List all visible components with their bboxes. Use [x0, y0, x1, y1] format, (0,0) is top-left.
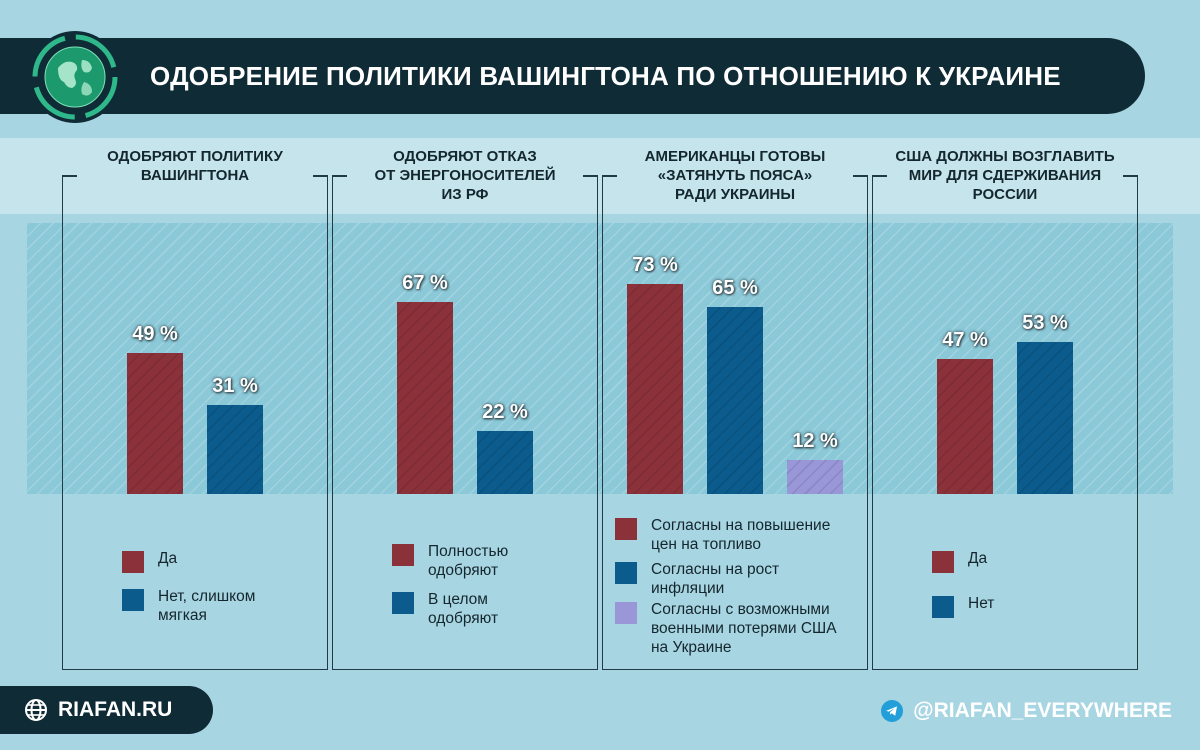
legend-label: Нет [968, 595, 995, 612]
bar-value-label: 47 % [942, 329, 988, 352]
chart-title: США ДОЛЖНЫ ВОЗГЛАВИТЬ МИР ДЛЯ СДЕРЖИВАНИ… [895, 148, 1115, 203]
panel-frame-tick [603, 175, 617, 177]
chart-panel [872, 175, 1138, 670]
legend-swatch [615, 562, 637, 584]
telegram-icon [881, 700, 904, 722]
legend-label: Согласны на повышение цен на топливо [651, 517, 831, 553]
telegram-badge[interactable]: @RIAFAN_EVERYWHERE [881, 696, 1172, 726]
bar [127, 353, 183, 494]
bar-value-label: 31 % [212, 375, 258, 398]
legend-item: Согласны с возможными военными потерями … [615, 600, 837, 657]
globe-icon [29, 31, 121, 123]
legend-swatch [392, 544, 414, 566]
titles-band [0, 138, 1200, 214]
chart-panel [62, 175, 328, 670]
chart-title: АМЕРИКАНЦЫ ГОТОВЫ «ЗАТЯНУТЬ ПОЯСА» РАДИ … [644, 148, 826, 203]
telegram-link[interactable]: @RIAFAN_EVERYWHERE [913, 699, 1172, 722]
bar-value-label: 53 % [1022, 311, 1068, 334]
chart-panel [332, 175, 598, 670]
legend-label: Да [158, 550, 178, 567]
web-globe-icon [25, 699, 47, 721]
legend-swatch [615, 602, 637, 624]
bar [397, 301, 453, 494]
bar-value-label: 12 % [792, 429, 838, 452]
legend-item: Согласны на рост инфляции [615, 560, 779, 598]
legend-swatch [615, 518, 637, 540]
site-link[interactable]: RIAFAN.RU [58, 698, 173, 721]
bar [937, 359, 993, 494]
panel-frame-tick [873, 175, 887, 177]
chart-panel [602, 175, 868, 670]
panel-frame-tick [1123, 175, 1137, 177]
bar [707, 307, 763, 494]
header-bar: ОДОБРЕНИЕ ПОЛИТИКИ ВАШИНГТОНА ПО ОТНОШЕН… [0, 38, 1145, 114]
legend-item: Да [122, 549, 177, 573]
legend-swatch [392, 592, 414, 614]
bar-value-label: 67 % [402, 271, 448, 294]
legend-swatch [122, 551, 144, 573]
legend-item: Да [932, 549, 987, 573]
legend-item: Согласны на повышение цен на топливо [615, 516, 830, 554]
chart-title: ОДОБРЯЮТ ПОЛИТИКУ ВАШИНГТОНА [107, 148, 283, 184]
panel-frame-tick [63, 175, 77, 177]
bar-value-label: 49 % [132, 323, 178, 346]
site-badge[interactable]: RIAFAN.RU [0, 686, 213, 734]
legend-label: В целом одобряют [428, 591, 499, 627]
page-title: ОДОБРЕНИЕ ПОЛИТИКИ ВАШИНГТОНА ПО ОТНОШЕН… [150, 61, 1061, 91]
panel-frame-tick [313, 175, 327, 177]
bar [627, 284, 683, 494]
bar [1017, 341, 1073, 494]
bar-value-label: 73 % [632, 254, 678, 277]
legend-label: Согласны с возможными военными потерями … [651, 601, 837, 656]
legend-label: Нет, слишком мягкая [158, 588, 256, 624]
panel-frame-tick [583, 175, 597, 177]
legend-item: Нет, слишком мягкая [122, 587, 255, 625]
legend-label: Полностью одобряют [428, 543, 509, 579]
bar [787, 459, 843, 494]
panel-frame-tick [333, 175, 347, 177]
legend-swatch [932, 596, 954, 618]
legend-item: Полностью одобряют [392, 542, 508, 580]
panel-frame-tick [853, 175, 867, 177]
chart-title: ОДОБРЯЮТ ОТКАЗ ОТ ЭНЕРГОНОСИТЕЛЕЙ ИЗ РФ [374, 148, 556, 203]
legend-item: В целом одобряют [392, 590, 498, 628]
bar-value-label: 22 % [482, 400, 528, 423]
bar-value-label: 65 % [712, 277, 758, 300]
bar [207, 405, 263, 494]
legend-swatch [122, 589, 144, 611]
legend-label: Да [968, 550, 988, 567]
legend-item: Нет [932, 594, 994, 618]
legend-swatch [932, 551, 954, 573]
legend-label: Согласны на рост инфляции [651, 561, 780, 597]
bar [477, 430, 533, 494]
